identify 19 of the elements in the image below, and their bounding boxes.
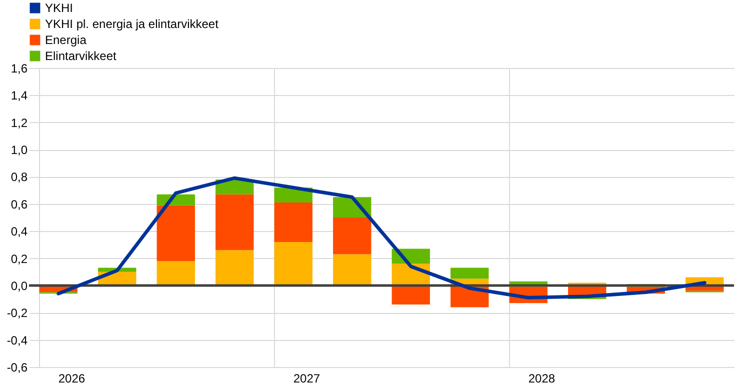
y-tick-label: -0,4 — [6, 333, 28, 348]
y-tick-label: 0,2 — [10, 252, 28, 266]
x-tick-label: 2027 — [293, 372, 320, 386]
y-tick-label: 1,0 — [10, 143, 28, 158]
legend-label: Energia — [45, 33, 87, 47]
y-tick-label: 0,8 — [10, 170, 28, 184]
y-tick-label: 1,6 — [10, 62, 28, 76]
y-tick-label: 0,6 — [10, 197, 28, 212]
y-tick-label: -0,2 — [6, 306, 28, 320]
y-tick-label: -0,6 — [6, 360, 28, 374]
y-tick-label: 1,2 — [10, 116, 28, 130]
legend-label: YKHI — [45, 1, 74, 15]
x-tick-label: 2028 — [528, 372, 556, 386]
legend-label: Elintarvikkeet — [45, 49, 118, 63]
y-tick-label: 1,4 — [10, 88, 28, 103]
x-tick-label: 2026 — [58, 372, 86, 386]
y-tick-label: 0,4 — [10, 224, 28, 239]
legend-label: YKHI pl. energia ja elintarvikkeet — [45, 17, 220, 31]
y-tick-label: 0,0 — [10, 278, 28, 293]
